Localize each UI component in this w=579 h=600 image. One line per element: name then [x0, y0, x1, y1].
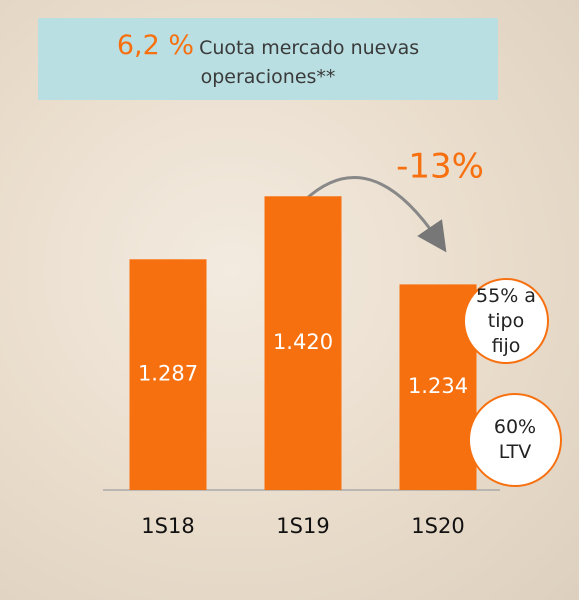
value-label: 1.234 [408, 374, 468, 398]
badge: 55% a tipo fijo [463, 278, 549, 364]
value-label: 1.420 [273, 330, 333, 354]
page: 6,2 % Cuota mercado nuevas operaciones**… [0, 0, 579, 600]
x-tick-label: 1S19 [276, 514, 329, 538]
x-tick-label: 1S20 [411, 514, 464, 538]
x-tick-label: 1S18 [141, 514, 194, 538]
change-label: -13% [396, 147, 484, 187]
badge: 60% LTV [468, 393, 562, 487]
value-label: 1.287 [138, 362, 198, 386]
